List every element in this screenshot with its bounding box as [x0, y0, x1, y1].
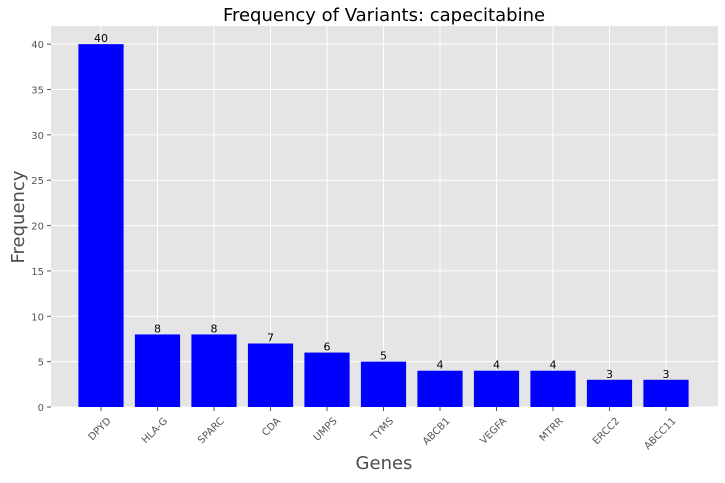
x-tick-label: TYMS	[368, 416, 396, 444]
bar-abcb1	[417, 370, 463, 407]
x-tick-label: DPYD	[87, 416, 114, 443]
bar-tyms	[360, 361, 407, 407]
data-label: 8	[154, 322, 161, 335]
y-tick-label: 25	[31, 176, 44, 187]
bar-ercc2	[586, 379, 633, 407]
x-tick-label: VEGFA	[478, 416, 509, 447]
bar-vegfa	[473, 370, 520, 407]
y-tick-label: 10	[31, 312, 44, 323]
y-tick-label: 15	[31, 267, 44, 278]
bar-sparc	[191, 334, 237, 407]
x-tick-label: CDA	[260, 416, 283, 439]
data-label: 7	[267, 332, 274, 345]
bar-hla-g	[134, 334, 181, 407]
y-axis-ticks: 0 5 10 15 20 25 30 35 40	[31, 40, 51, 414]
data-labels: 40 8 8 7 6 5 4 4 4 3 3	[94, 32, 670, 381]
data-label: 3	[663, 368, 670, 381]
y-tick-label: 5	[38, 358, 44, 369]
data-label: 40	[94, 32, 108, 45]
data-label: 4	[550, 359, 557, 372]
data-label: 6	[324, 341, 331, 354]
data-label: 5	[380, 350, 387, 363]
data-label: 3	[606, 368, 613, 381]
y-tick-label: 40	[31, 40, 44, 51]
data-label: 8	[211, 322, 218, 335]
bar-umps	[304, 352, 350, 407]
x-tick-label: MTRR	[538, 416, 566, 444]
x-tick-label: ABCC11	[642, 416, 678, 452]
bar-mtrr	[530, 370, 576, 407]
chart-title: Frequency of Variants: capecitabine	[223, 5, 545, 26]
x-axis-label: Genes	[356, 453, 413, 474]
y-tick-label: 0	[38, 403, 44, 414]
x-tick-label: HLA-G	[140, 416, 170, 446]
y-axis-label: Frequency	[8, 170, 29, 263]
y-tick-label: 20	[31, 222, 44, 233]
x-axis-ticks: DPYD HLA-G SPARC CDA UMPS TYMS ABCB1 VEGFA MTRR E…	[87, 407, 679, 452]
x-tick-label: UMPS	[312, 416, 340, 444]
x-tick-label: SPARC	[196, 416, 226, 446]
y-tick-label: 30	[31, 131, 44, 142]
bar-cda	[247, 343, 294, 407]
bar-abcc11	[643, 379, 689, 407]
data-label: 4	[437, 359, 444, 372]
y-tick-label: 35	[31, 86, 44, 97]
bar-dpyd	[78, 44, 124, 408]
bars	[78, 44, 689, 408]
x-tick-label: ERCC2	[591, 416, 622, 447]
x-tick-label: ABCB1	[421, 416, 453, 448]
data-label: 4	[493, 359, 500, 372]
